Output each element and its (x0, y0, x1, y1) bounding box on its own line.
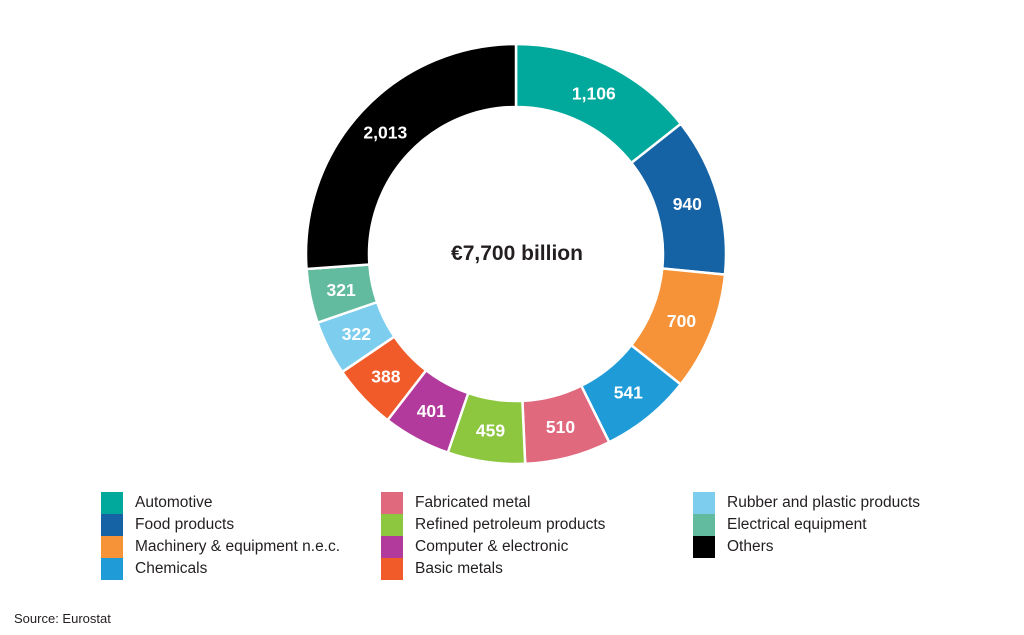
legend-column-1: Automotive Food products Machinery & equip… (101, 492, 340, 580)
segment-value-label-computer-electronic: 401 (417, 401, 446, 421)
legend-item-electrical-equipment: Electrical equipment (693, 514, 920, 536)
legend-swatch-refined-petroleum-products (381, 514, 403, 536)
segment-value-label-others: 2,013 (363, 122, 407, 142)
segment-value-label-basic-metals: 388 (371, 366, 400, 386)
legend-label-rubber-and-plastic-products: Rubber and plastic products (727, 494, 921, 511)
legend-item-chemicals: Chemicals (101, 558, 340, 580)
legend-item-others: Others (693, 536, 920, 558)
segment-value-label-fabricated-metal: 510 (546, 417, 575, 437)
legend-swatch-computer-electronic (381, 536, 403, 558)
legend-label-electrical-equipment: Electrical equipment (727, 516, 867, 533)
legend-swatch-chemicals (101, 558, 123, 580)
legend-swatch-automotive (101, 492, 123, 514)
legend-column-2: Fabricated metal Refined petroleum produc… (381, 492, 605, 580)
legend-swatch-fabricated-metal (381, 492, 403, 514)
legend-swatch-rubber-and-plastic-products (693, 492, 715, 514)
legend-item-machinery-equipment-n-e-c: Machinery & equipment n.e.c. (101, 536, 340, 558)
legend-swatch-basic-metals (381, 558, 403, 580)
segment-value-label-rubber-and-plastic-products: 322 (342, 324, 371, 344)
donut-segment-others (304, 42, 518, 271)
legend-item-fabricated-metal: Fabricated metal (381, 492, 605, 514)
legend-label-others: Others (727, 538, 774, 555)
legend-label-food-products: Food products (135, 516, 235, 533)
segment-value-label-electrical-equipment: 321 (326, 280, 355, 300)
segment-value-label-chemicals: 541 (614, 383, 643, 403)
segment-value-label-refined-petroleum-products: 459 (476, 421, 505, 441)
legend-item-basic-metals: Basic metals (381, 558, 605, 580)
legend-label-basic-metals: Basic metals (415, 560, 503, 577)
legend-label-chemicals: Chemicals (135, 560, 208, 577)
segment-value-label-food-products: 940 (673, 194, 702, 214)
chart-center-total: €7,700 billion (451, 242, 583, 265)
legend-item-rubber-and-plastic-products: Rubber and plastic products (693, 492, 920, 514)
legend-label-machinery-equipment-n-e-c: Machinery & equipment n.e.c. (135, 538, 341, 555)
legend-label-automotive: Automotive (135, 494, 213, 511)
legend-swatch-others (693, 536, 715, 558)
legend-column-3: Rubber and plastic products Electrical eq… (693, 492, 920, 558)
legend-item-automotive: Automotive (101, 492, 340, 514)
segment-value-label-machinery-equipment-n-e-c: 700 (667, 311, 696, 331)
legend-swatch-electrical-equipment (693, 514, 715, 536)
legend-label-fabricated-metal: Fabricated metal (415, 494, 531, 511)
segment-value-label-automotive: 1,106 (572, 83, 616, 103)
legend-item-food-products: Food products (101, 514, 340, 536)
legend-swatch-machinery-equipment-n-e-c (101, 536, 123, 558)
legend-label-refined-petroleum-products: Refined petroleum products (415, 516, 606, 533)
legend-label-computer-electronic: Computer & electronic (415, 538, 569, 555)
legend-item-refined-petroleum-products: Refined petroleum products (381, 514, 605, 536)
source-note: Source: Eurostat (14, 611, 111, 626)
legend-item-computer-electronic: Computer & electronic (381, 536, 605, 558)
legend-swatch-food-products (101, 514, 123, 536)
